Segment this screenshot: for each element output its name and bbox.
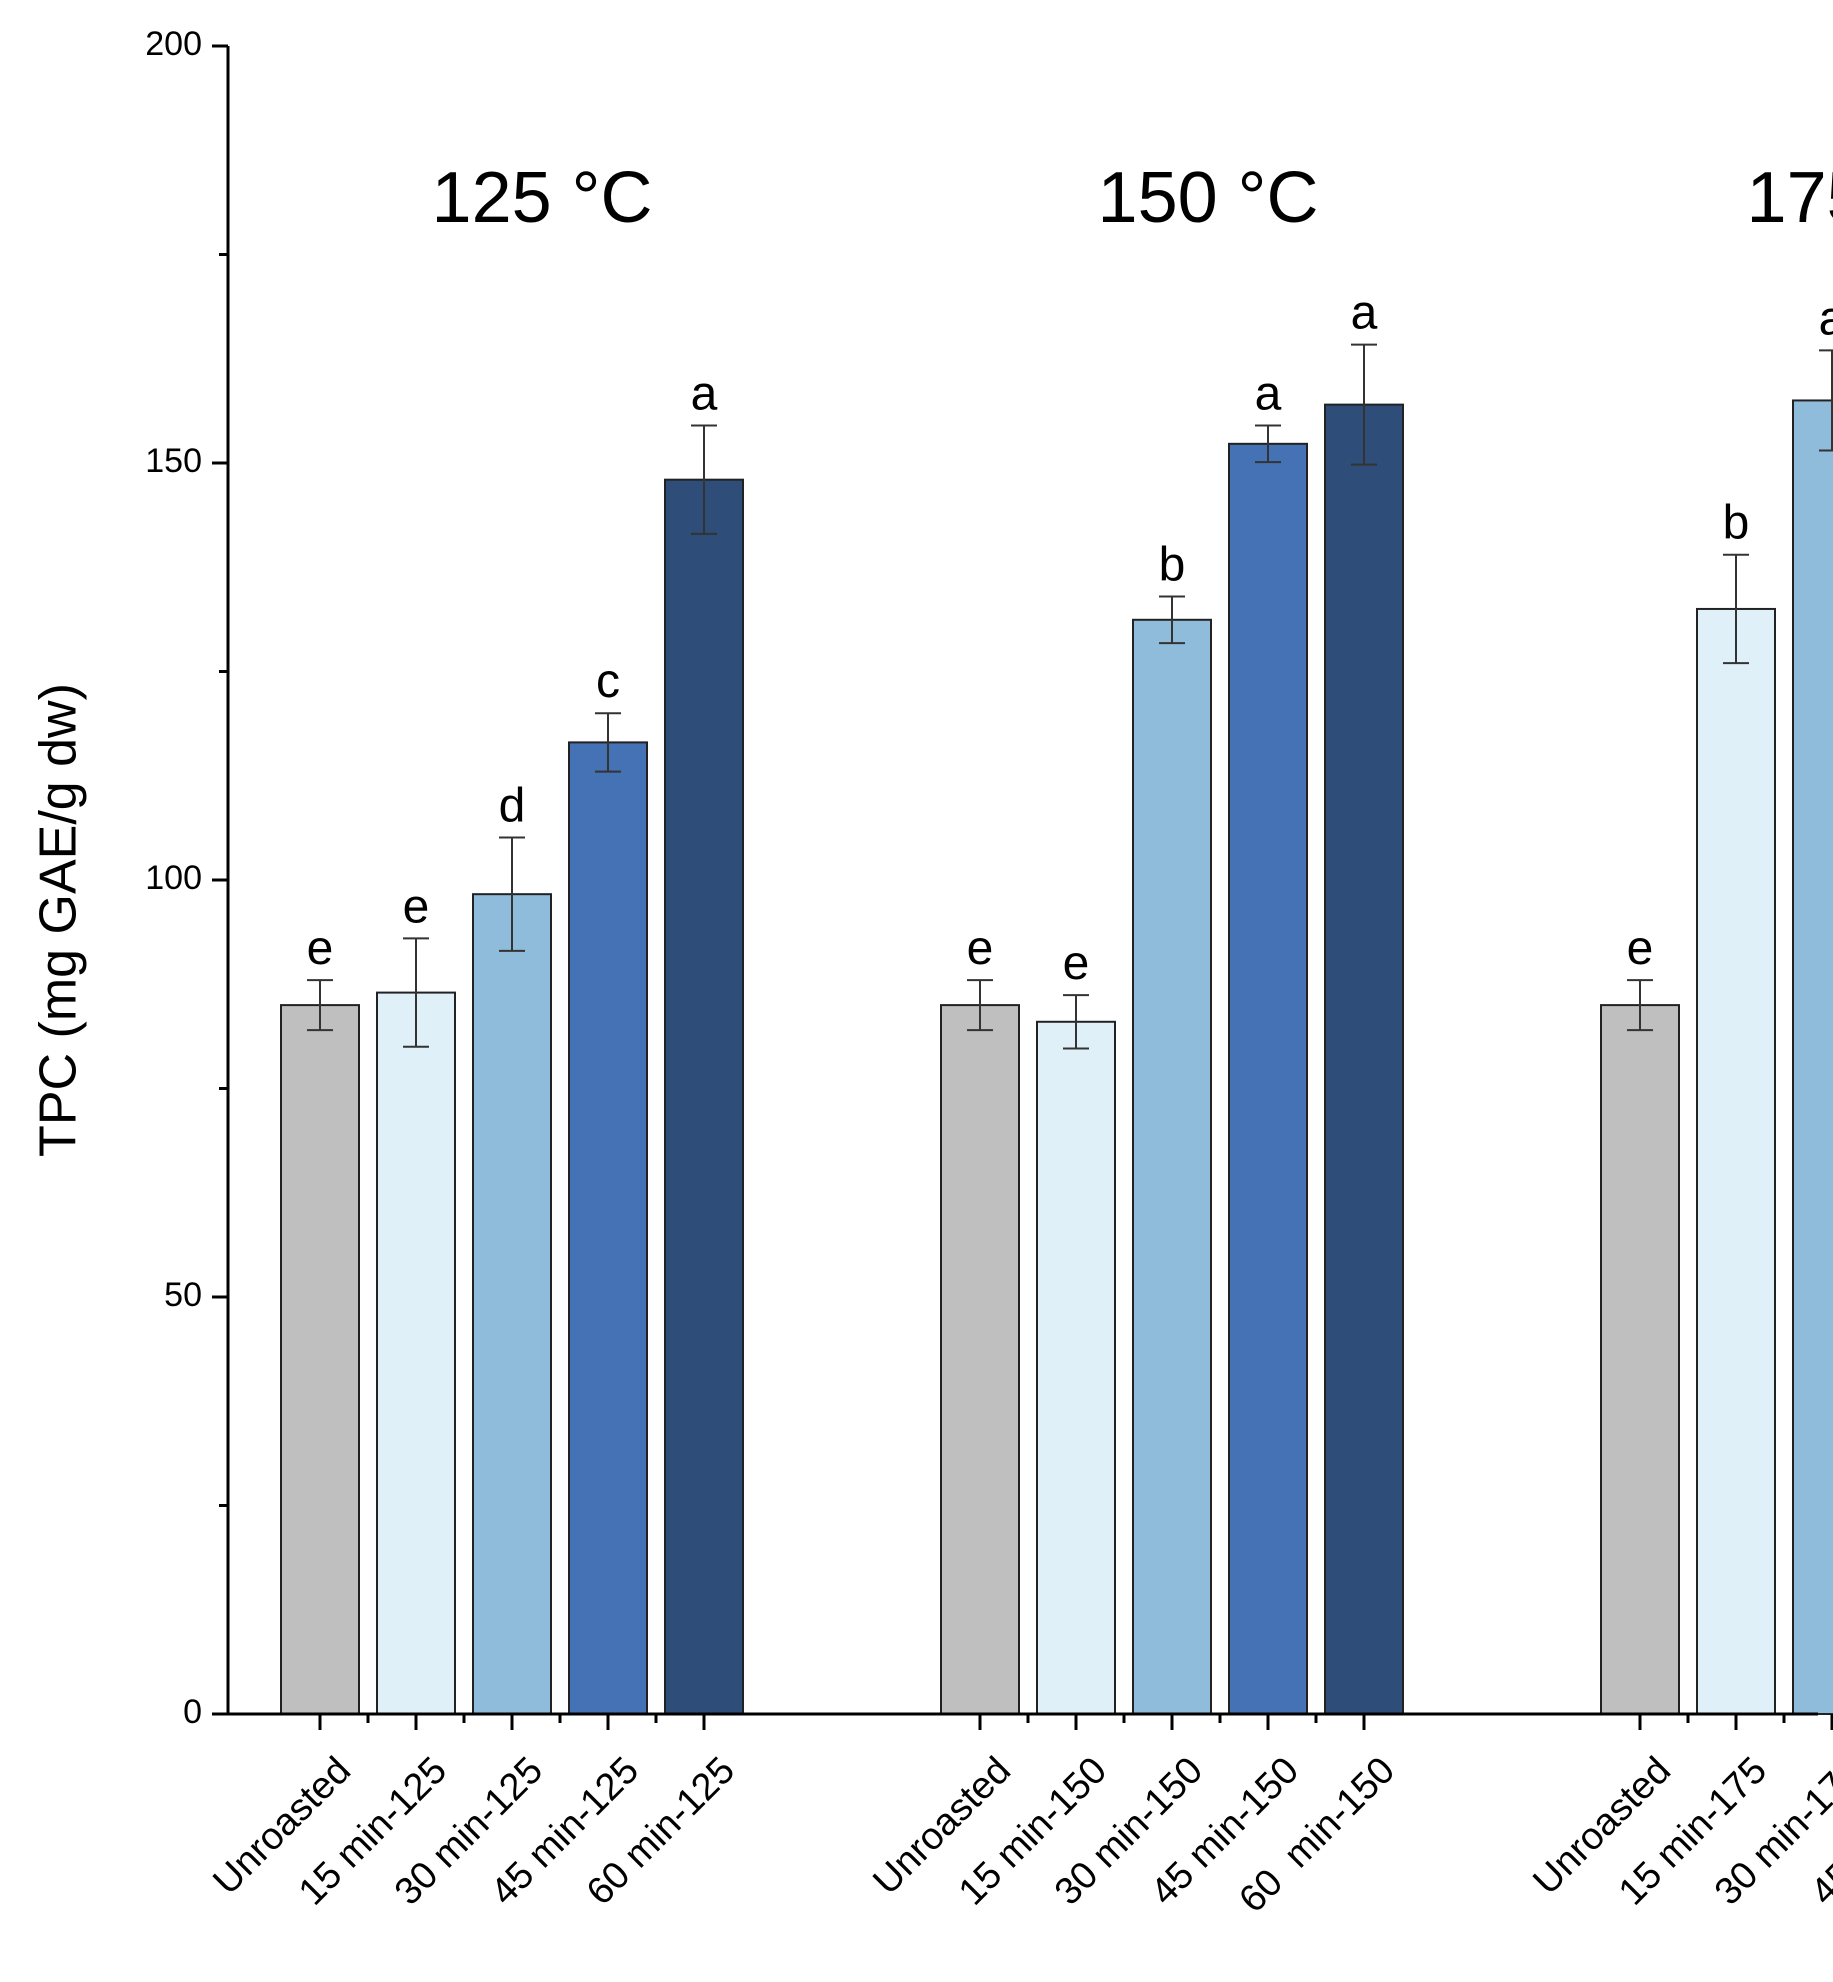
group-title: 175 °C	[1747, 158, 1833, 238]
y-tick-label: 150	[145, 442, 202, 480]
axes-layer	[226, 46, 1818, 1716]
error-bar	[691, 424, 717, 535]
significance-label: a	[1255, 367, 1282, 420]
significance-label: e	[403, 880, 430, 933]
error-bars-layer	[307, 343, 1833, 1050]
significance-label: a	[691, 367, 718, 420]
error-bar	[595, 712, 621, 773]
bar	[1324, 403, 1404, 1715]
significance-labels-layer: eedcaeebaaebaa	[307, 287, 1833, 991]
group-titles-layer: 125 °C 150 °C 175 °C	[432, 158, 1833, 238]
error-bar	[1351, 343, 1377, 466]
significance-label: e	[1063, 937, 1090, 990]
bar	[376, 991, 456, 1715]
significance-label: e	[307, 922, 334, 975]
significance-label: e	[1627, 922, 1654, 975]
bar	[1132, 618, 1212, 1715]
bar	[1228, 442, 1308, 1715]
significance-label: b	[1723, 497, 1750, 550]
error-bar	[1159, 595, 1185, 645]
y-tick-label: 50	[164, 1276, 202, 1314]
bar	[280, 1004, 360, 1715]
error-bar	[307, 979, 333, 1032]
bars-layer	[280, 399, 1833, 1716]
error-bar	[967, 979, 993, 1032]
bar	[664, 478, 744, 1715]
y-tick-label: 0	[183, 1693, 202, 1731]
error-bar	[1819, 349, 1833, 452]
bar	[940, 1004, 1020, 1715]
error-bar	[1063, 994, 1089, 1050]
significance-label: a	[1819, 292, 1833, 345]
y-tick-label: 200	[145, 25, 202, 63]
error-bar	[403, 937, 429, 1048]
bar	[1600, 1004, 1680, 1715]
y-axis-label: TPC (mg GAE/g dw)	[30, 683, 88, 1157]
y-tick-label: 100	[145, 859, 202, 897]
significance-label: e	[967, 922, 994, 975]
group-title: 125 °C	[432, 158, 653, 238]
error-bar	[499, 836, 525, 952]
significance-label: b	[1159, 538, 1186, 591]
error-bar	[1627, 979, 1653, 1032]
y-ticks-layer: 0 50 100 150 200	[145, 25, 228, 1731]
bar	[1036, 1020, 1116, 1715]
bar	[568, 741, 648, 1715]
bar	[1792, 399, 1833, 1716]
significance-label: d	[499, 779, 526, 832]
error-bar	[1255, 424, 1281, 464]
significance-label: a	[1351, 287, 1378, 340]
error-bar	[1723, 553, 1749, 665]
group-title: 150 °C	[1098, 158, 1319, 238]
significance-label: c	[596, 655, 620, 708]
bar	[1696, 607, 1776, 1716]
bar	[472, 893, 552, 1715]
